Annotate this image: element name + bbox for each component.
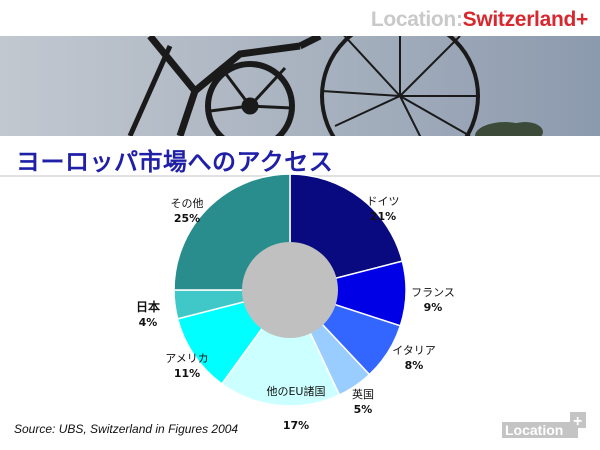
header-wordmark: Location:Switzerland+: [371, 8, 588, 32]
slice-label-3: イタリア: [392, 344, 436, 357]
slice-label-8: その他: [171, 197, 204, 210]
slice-label-6: アメリカ: [165, 352, 208, 365]
slice-value-7: 4%: [139, 316, 158, 329]
slice-label-4: 英国: [352, 387, 374, 401]
pie-slice-5: [220, 288, 341, 407]
slice-label-1: ドイツ: [367, 195, 400, 208]
banner-photo: [0, 36, 600, 136]
slice-value-8: 25%: [174, 212, 200, 225]
location-plus-logo: Location +: [502, 412, 586, 438]
slide-title: ヨーロッパ市場へのアクセス: [16, 148, 334, 176]
source-note: Source: UBS, Switzerland in Figures 2004: [14, 422, 239, 436]
slice-value-4: 5%: [354, 403, 373, 416]
logo-plus: +: [573, 413, 582, 430]
slice-label-5: 他のEU諸国: [266, 384, 325, 398]
header-prefix: Location:: [370, 8, 463, 31]
slice-value-3: 8%: [405, 359, 424, 372]
slice-value-6: 11%: [174, 367, 200, 380]
slice-value-1: 21%: [370, 210, 396, 223]
pie-labels: ドイツ 21% フランス 9% イタリア 8% 英国 5% 他のEU諸国 17% アメリカ 11% 日本…: [136, 195, 455, 432]
logo-text: Location: [505, 422, 563, 438]
header-suffix: Switzerland+: [462, 8, 589, 31]
slice-value-5: 17%: [283, 419, 309, 432]
slice-label-2: フランス: [411, 286, 455, 299]
pie-center-circle: [242, 242, 338, 338]
slice-value-2: 9%: [424, 301, 443, 314]
slice-label-7: 日本: [136, 299, 160, 314]
